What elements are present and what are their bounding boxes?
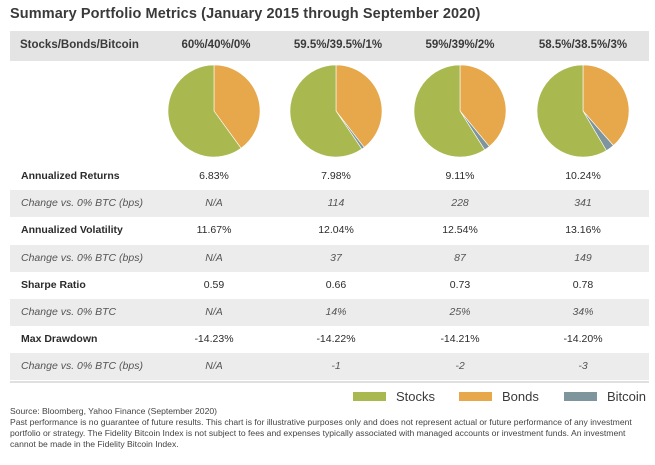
- legend-bitcoin-label: Bitcoin: [607, 389, 647, 404]
- bitcoin-swatch: [564, 392, 597, 401]
- table-cell: 87: [454, 251, 466, 264]
- row-label: Annualized Volatility: [21, 224, 123, 237]
- pie-2-bonds-slice: [459, 64, 507, 147]
- table-cell: 34%: [572, 306, 594, 318]
- row-band: [10, 244, 649, 272]
- table-cell: 7.98%: [321, 170, 351, 182]
- row-label: Change vs. 0% BTC (bps): [21, 251, 143, 264]
- stocks-swatch: [353, 392, 386, 401]
- pie-3-bonds-slice: [582, 64, 630, 146]
- table-cell: 6.83%: [199, 170, 229, 182]
- table-cell: 37: [330, 251, 342, 264]
- pie-label-3: 58.5%/38.5%/3%: [538, 39, 628, 51]
- table-cell: 149: [574, 251, 592, 264]
- source-note: Source: Bloomberg, Yahoo Finance (Septem…: [10, 406, 218, 416]
- table-cell: 25%: [449, 306, 471, 318]
- table-cell: 341: [574, 197, 592, 210]
- legend-bonds-label: Bonds: [502, 389, 539, 404]
- pie-charts: [167, 64, 630, 158]
- table-cell: 13.16%: [565, 224, 601, 237]
- pie-2-stocks-slice: [413, 64, 486, 158]
- table-cell: 12.04%: [318, 224, 354, 237]
- table-cell: 0.78: [572, 278, 594, 291]
- row-band: [10, 190, 649, 218]
- table-bottom-rule: [10, 381, 649, 383]
- pie-1-stocks-slice: [289, 64, 363, 158]
- bonds-swatch: [459, 392, 492, 401]
- row-label: Change vs. 0% BTC: [21, 306, 117, 318]
- table-cell: N/A: [205, 360, 223, 373]
- table-cell: -2: [455, 360, 465, 373]
- pie-1-bonds-slice: [335, 64, 383, 148]
- row-label: Change vs. 0% BTC (bps): [21, 360, 143, 373]
- table-cell: 10.24%: [565, 170, 601, 182]
- header-band: [10, 31, 649, 61]
- pie-0-bonds-slice: [213, 64, 261, 149]
- row-label: Annualized Returns: [21, 170, 120, 182]
- row-label: Sharpe Ratio: [21, 278, 86, 291]
- footnote: Source: Bloomberg, Yahoo Finance (Septem…: [10, 406, 650, 450]
- header-label: Stocks/Bonds/Bitcoin: [20, 39, 139, 51]
- pie-0-stocks-slice: [167, 64, 242, 158]
- legend-stocks-label: Stocks: [396, 389, 436, 404]
- table-cell: 114: [327, 197, 345, 210]
- pie-label-2: 59%/39%/2%: [425, 39, 495, 51]
- table-cell: -14.22%: [316, 333, 356, 346]
- row-band: [10, 353, 649, 381]
- pie-label-0: 60%/40%/0%: [181, 39, 251, 51]
- table-cell: -3: [578, 360, 588, 373]
- legend-stocks: Stocks: [353, 389, 435, 404]
- table-cell: 14%: [325, 306, 347, 318]
- disclaimer-note: Past performance is no guarantee of futu…: [10, 417, 632, 449]
- table-cell: 0.66: [325, 278, 347, 291]
- legend-bitcoin: Bitcoin: [564, 389, 646, 404]
- pie-3-stocks-slice: [536, 64, 607, 158]
- table-cell: N/A: [205, 306, 223, 318]
- table-cell: 228: [451, 197, 469, 210]
- table-cell: -1: [331, 360, 341, 373]
- row-band: [10, 299, 649, 326]
- table-cell: -14.21%: [440, 333, 480, 346]
- legend-bonds: Bonds: [459, 389, 539, 404]
- pie-label-1: 59.5%/39.5%/1%: [293, 39, 383, 51]
- table-cell: 12.54%: [442, 224, 478, 237]
- table-cell: 11.67%: [196, 224, 232, 237]
- chart-title: Summary Portfolio Metrics (January 2015 …: [10, 6, 481, 22]
- table-cell: 0.59: [203, 278, 225, 291]
- table-cell: 9.11%: [445, 170, 475, 182]
- table-cell: N/A: [205, 197, 223, 210]
- table-cell: N/A: [205, 251, 223, 264]
- row-label: Change vs. 0% BTC (bps): [21, 197, 143, 210]
- row-label: Max Drawdown: [21, 333, 98, 346]
- table-cell: 0.73: [449, 278, 471, 291]
- table-cell: -14.20%: [563, 333, 603, 346]
- table-cell: -14.23%: [194, 333, 234, 346]
